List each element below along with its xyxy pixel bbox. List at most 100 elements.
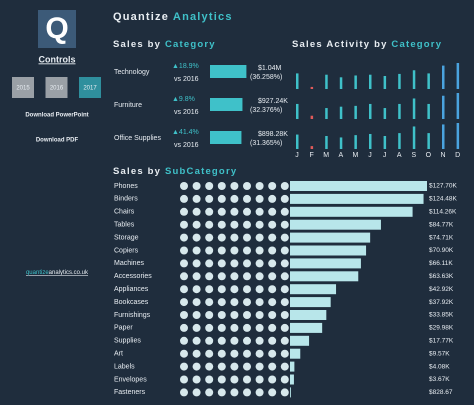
brand: Quantize [113, 11, 169, 23]
share-label: (31.365%) [250, 140, 282, 147]
subcategory-bar [290, 310, 327, 320]
year-label[interactable]: 2017 [83, 86, 97, 92]
controls-title: Controls [39, 54, 76, 64]
activity-bar [398, 133, 401, 149]
subcategory-name: Supplies [114, 338, 141, 345]
activity-bar [296, 73, 299, 89]
month-label: M [323, 152, 329, 159]
dot [280, 336, 289, 345]
dot [243, 388, 251, 397]
dot [230, 375, 239, 384]
dot [192, 388, 201, 397]
dot [205, 233, 214, 242]
dot [268, 194, 277, 203]
dot [255, 375, 264, 384]
month-label: M [352, 152, 358, 159]
dot [268, 272, 277, 281]
dot [268, 207, 277, 216]
dot [280, 246, 289, 255]
link-rest[interactable]: analytics.co.uk [49, 270, 89, 276]
subcategory-bar [290, 258, 361, 269]
activity-bar [442, 95, 445, 119]
dot [205, 375, 214, 384]
dot [217, 259, 226, 268]
activity-bar [383, 108, 387, 119]
site-link[interactable]: quantizeanalytics.co.uk [26, 270, 89, 276]
title-accent: Category [165, 39, 216, 50]
share-label: (36.258%) [250, 74, 282, 81]
activity-bar [456, 123, 460, 149]
year-button[interactable] [79, 77, 101, 98]
value-label: $4.08K [429, 363, 450, 370]
dot [280, 233, 289, 242]
dot [230, 194, 239, 203]
year-button[interactable] [12, 77, 34, 98]
subcategory-bar [290, 284, 337, 295]
dot [192, 207, 201, 216]
activity-bar [412, 98, 416, 119]
dot [268, 323, 277, 332]
dot [255, 272, 264, 281]
category-title: Sales by Category [113, 39, 216, 50]
dot [180, 182, 188, 190]
dot [243, 194, 251, 203]
title-lead: Sales by [113, 166, 161, 177]
dot [205, 388, 214, 397]
dot [192, 272, 201, 281]
subcategory-name: Binders [114, 196, 138, 203]
year-button[interactable] [45, 77, 68, 98]
dot [255, 259, 264, 268]
app-title: Quantize Analytics [113, 11, 233, 23]
title-lead: Sales by [113, 39, 161, 50]
activity-bar [383, 76, 387, 89]
month-label: J [295, 152, 299, 159]
dot [192, 349, 201, 358]
activity-bar [339, 106, 343, 119]
dot [243, 323, 251, 332]
month-label: A [338, 152, 343, 159]
activity-bar [325, 74, 328, 89]
link-lead[interactable]: quantize [26, 270, 49, 276]
subcategory-bar [290, 193, 424, 204]
value-label: $17.77K [429, 338, 454, 345]
subcategory-name: Paper [114, 325, 133, 332]
activity-bar [383, 136, 387, 149]
dot [217, 336, 226, 345]
dot [217, 349, 226, 358]
activity-bar [339, 77, 343, 89]
brand-accent: Analytics [173, 11, 233, 23]
activity-bar [325, 108, 328, 119]
activity-bar [398, 73, 401, 89]
subcategory-bar [290, 387, 291, 398]
dot [205, 259, 214, 268]
dot [192, 233, 201, 242]
value-label: $124.48K [429, 196, 457, 203]
dot [205, 246, 214, 255]
activity-bar [310, 86, 314, 89]
dot [268, 233, 277, 242]
dot [243, 375, 251, 384]
value-label: $898.28K [258, 131, 288, 138]
dot [280, 285, 289, 294]
year-label[interactable]: 2016 [50, 86, 64, 92]
dot [268, 311, 277, 319]
value-label: $33.85K [429, 312, 454, 319]
month-label: J [383, 152, 387, 159]
title-accent: Category [391, 39, 442, 50]
dot [192, 220, 201, 229]
activity-bar [354, 75, 357, 89]
subcategory-name: Envelopes [114, 376, 147, 383]
change: ▲9.8% [172, 96, 195, 103]
subcategory-name: Art [114, 351, 123, 358]
subcategory-bar [290, 271, 359, 282]
dot [255, 336, 264, 345]
download-ppt[interactable]: Download PowerPoint [25, 113, 88, 119]
dot [243, 285, 251, 294]
dot [280, 349, 289, 358]
dot [230, 311, 239, 319]
download-pdf[interactable]: Download PDF [36, 138, 79, 144]
dot [255, 194, 264, 203]
category-name: Furniture [114, 102, 142, 109]
value-label: $42.92K [429, 286, 454, 293]
year-label[interactable]: 2015 [16, 86, 30, 92]
